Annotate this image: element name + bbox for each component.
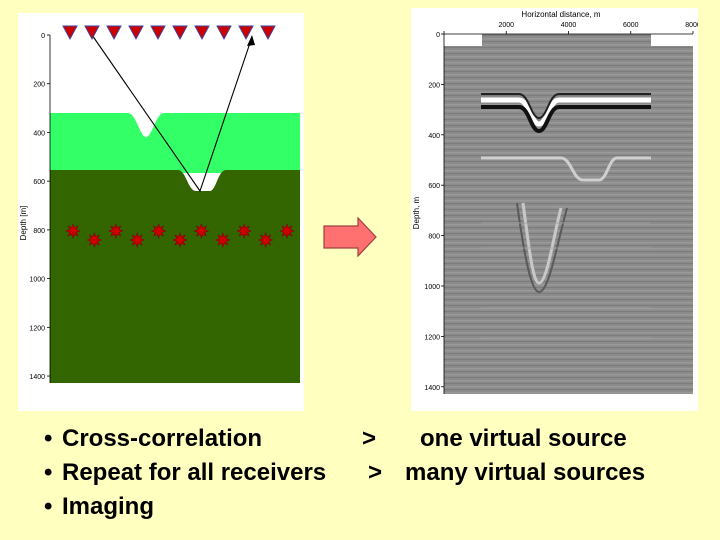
bullet-item-repeat: Repeat for all receivers > many virtual so… xyxy=(44,456,720,490)
model-y-tick-label: 1400 xyxy=(29,374,45,381)
image-y-tick-label: 800 xyxy=(428,234,440,241)
image-y-tick-label: 0 xyxy=(436,32,440,39)
virtual-source-icon xyxy=(86,232,103,248)
virtual-source-icon xyxy=(193,223,210,239)
image-y-tick-label: 1200 xyxy=(424,334,440,341)
upper-layer xyxy=(50,113,300,173)
virtual-source-icon xyxy=(257,232,274,248)
receiver-icon xyxy=(194,25,210,41)
transition-arrow xyxy=(322,216,378,258)
receiver-icon xyxy=(216,25,232,41)
virtual-source-icon xyxy=(65,223,81,239)
bullet-left-text: Repeat for all receivers xyxy=(62,459,327,486)
image-y-tick-label: 400 xyxy=(428,133,440,140)
virtual-source-icon xyxy=(214,232,231,248)
receiver-icon xyxy=(260,25,276,41)
image-y-tick-label: 600 xyxy=(428,183,440,190)
model-y-tick-label: 600 xyxy=(33,179,45,186)
lower-layer xyxy=(50,170,300,383)
image-noise xyxy=(444,34,693,394)
right-arrow-icon xyxy=(323,216,377,258)
receiver-icon xyxy=(106,25,122,41)
image-top-left-mute xyxy=(444,34,482,46)
image-top-right-mute xyxy=(651,34,693,46)
reflector-main xyxy=(481,97,651,127)
model-y-tick-label: 800 xyxy=(33,228,45,235)
virtual-source-icon xyxy=(236,223,253,239)
virtual-sources-row xyxy=(65,223,295,248)
bullet-right-text: one virtual source xyxy=(420,425,627,452)
image-x-tick-label: 6000 xyxy=(623,22,639,29)
reflector-main-lower xyxy=(481,93,651,120)
model-y-tick-label: 0 xyxy=(41,33,45,40)
ray-path xyxy=(91,34,253,193)
image-x-tick-label: 4000 xyxy=(561,22,577,29)
model-y-tick-label: 200 xyxy=(33,82,45,89)
receiver-icon xyxy=(172,25,188,41)
model-y-tick-label: 1000 xyxy=(29,277,45,284)
model-y-tick-label: 1200 xyxy=(29,325,45,332)
image-x-tick-label: 2000 xyxy=(498,22,514,29)
reflector-second xyxy=(481,156,651,182)
virtual-source-icon xyxy=(150,223,167,239)
velocity-model-figure: 0 200 400 600 800 1000 1200 1400 Depth [m] xyxy=(18,13,304,411)
image-y-tick-label: 1400 xyxy=(424,385,440,392)
virtual-source-icon xyxy=(279,223,295,239)
reflector-main-dark xyxy=(481,105,651,134)
velocity-model-svg: 0 200 400 600 800 1000 1200 1400 Depth [m] xyxy=(19,25,300,383)
receivers-row xyxy=(62,25,276,41)
image-x-axis-label: Horizontal distance, m xyxy=(521,10,600,19)
ray-arrowhead xyxy=(247,35,255,46)
image-y-tick-label: 200 xyxy=(428,82,440,89)
bullet-left-text: Imaging xyxy=(62,493,155,520)
bullet-item-cross-correlation: Cross-correlation > one virtual source xyxy=(44,422,720,456)
bullet-left-text: Cross-correlation xyxy=(62,425,263,452)
bullet-arrow: > xyxy=(368,459,383,486)
image-bands xyxy=(481,222,651,339)
bullet-list: Cross-correlation > one virtual source Rep… xyxy=(44,422,720,524)
image-y-axis-label: Depth, m xyxy=(412,196,421,229)
bullet-arrow: > xyxy=(362,425,377,452)
virtual-source-icon xyxy=(172,232,188,248)
reflector-deep-curve xyxy=(521,202,563,285)
virtual-source-icon xyxy=(129,232,146,248)
virtual-source-icon xyxy=(107,223,124,239)
receiver-icon xyxy=(238,25,254,41)
receiver-icon xyxy=(128,25,144,41)
receiver-icon xyxy=(150,25,166,41)
model-y-ticks: 0 200 400 600 800 1000 1200 1400 xyxy=(29,33,50,381)
receiver-icon xyxy=(62,25,78,41)
model-y-tick-label: 400 xyxy=(33,130,45,137)
image-y-tick-label: 1000 xyxy=(424,284,440,291)
bullet-item-imaging: Imaging xyxy=(44,490,720,524)
model-y-axis-label: Depth [m] xyxy=(19,206,28,241)
bullet-right-text: many virtual sources xyxy=(405,459,646,486)
receiver-icon xyxy=(84,25,100,41)
reflector-deep-curve-dark xyxy=(516,202,568,294)
image-y-ticks: 0 200 400 600 800 1000 1200 1400 xyxy=(424,32,444,392)
